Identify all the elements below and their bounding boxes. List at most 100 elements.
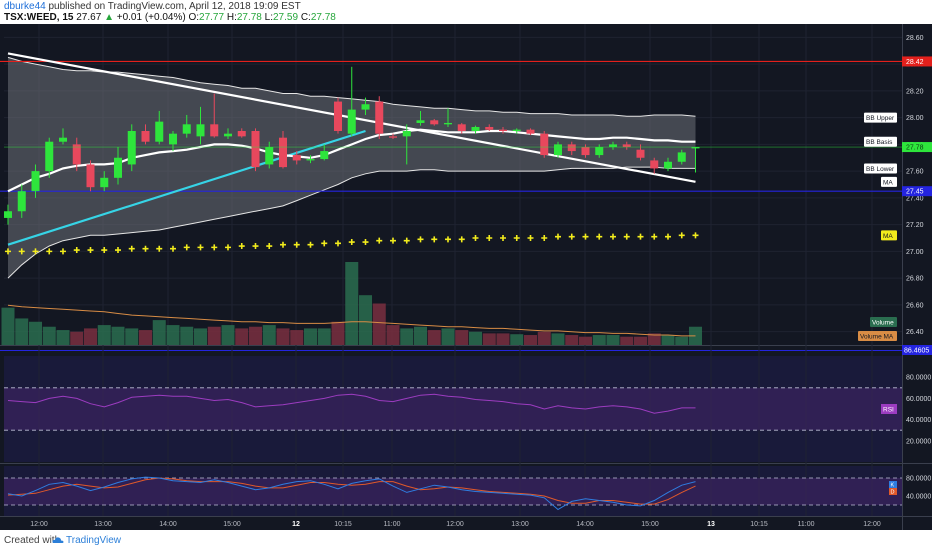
ma-cross-marker [486, 235, 493, 241]
ma-cross-marker [46, 248, 53, 255]
stoch-k-tag-bg [889, 481, 897, 488]
ma-cross-marker [128, 245, 135, 252]
candle-body [526, 129, 535, 134]
time-tick-label: 13:00 [94, 521, 112, 528]
volume-bar [400, 328, 414, 345]
volume-bar [1, 307, 15, 345]
publish-text: published on TradingView.com, April 12, … [48, 1, 301, 12]
ma-cross-marker [348, 239, 355, 246]
ma-dots-tag: MA [883, 233, 893, 240]
candle-body [100, 177, 109, 188]
price-tick-label: 27.40 [906, 195, 924, 202]
volume-bar [304, 328, 317, 345]
stoch-band [4, 478, 902, 505]
bb-basis-tag: BB Basis [866, 139, 893, 146]
candle-body [540, 133, 549, 156]
candle-body [402, 131, 411, 137]
resistance-price-label: 28.42 [906, 59, 924, 66]
close-value: 27.78 [310, 12, 336, 23]
candle-body [279, 137, 287, 168]
candle-body [45, 141, 54, 172]
candle-body [169, 133, 177, 145]
price-tick-label: 26.60 [906, 302, 924, 309]
volume-bar [249, 326, 262, 345]
ma-cross-marker [115, 247, 121, 254]
time-tick-label: 13:00 [511, 521, 529, 528]
ma-cross-marker [18, 248, 25, 255]
chart-header: dburke44 published on TradingView.com, A… [0, 0, 932, 24]
bb-upper-tag: BB Upper [866, 115, 895, 122]
candle-body [72, 144, 81, 165]
stoch-k-tag: K [891, 483, 895, 489]
volume-bar [152, 320, 166, 345]
ma-tag: MA [883, 179, 893, 186]
volume-bar [42, 326, 56, 345]
volume-ma-line [7, 304, 696, 337]
top-value-tag [902, 345, 932, 355]
ma-cross-marker [142, 245, 149, 252]
time-tick-label: 15:00 [641, 521, 659, 528]
bb-basis-tag-bg [864, 136, 897, 147]
candle-body [347, 109, 356, 134]
ma-cross-marker [225, 244, 231, 251]
candle-body [182, 124, 191, 134]
ma-cross-marker [500, 235, 506, 241]
stoch-k-line [7, 476, 696, 511]
top-value-label: 86.4605 [904, 348, 929, 355]
volume-bar [262, 325, 276, 345]
volume-bar [331, 321, 345, 345]
candle-body [361, 104, 370, 110]
volume-bar [180, 326, 194, 345]
bb-basis-line [7, 128, 696, 193]
volume-bar [551, 333, 565, 345]
ma-cross-marker [32, 248, 39, 255]
candle-body [127, 131, 136, 165]
tradingview-brand[interactable]: TradingView [66, 535, 122, 546]
volume-bar [510, 334, 524, 345]
candle-body [141, 131, 150, 142]
volume-bar [235, 328, 249, 345]
author-link[interactable]: dburke44 [4, 1, 46, 12]
ma-cross-marker [362, 239, 369, 246]
ma-cross-marker [376, 237, 383, 244]
ohlc-line: TSX:WEED, 15 27.67 ▲ +0.01 (+0.04%) O:27… [4, 12, 336, 23]
time-tick-label: 14:00 [576, 521, 594, 528]
ma-cross-marker [555, 233, 561, 240]
time-tick-label: 10:15 [334, 521, 352, 528]
candle-body [485, 126, 494, 130]
price-tick-label: 28.60 [906, 35, 924, 42]
volume-bar [455, 330, 469, 345]
candle-body [389, 136, 397, 138]
rsi-tick-label: 60.0000 [906, 396, 931, 403]
resistance-price-tag [902, 56, 932, 67]
time-tick-label: 12:00 [446, 521, 464, 528]
volume-bar [414, 326, 427, 345]
low-value: 27.59 [273, 12, 299, 23]
ma-cross-marker [73, 247, 80, 254]
rsi-band [4, 387, 902, 431]
time-tick-label: 10:15 [750, 521, 768, 528]
volume-bar [634, 336, 647, 345]
rsi-tag-bg [881, 404, 897, 414]
volume-bar [620, 336, 634, 345]
symbol-label: TSX:WEED, 15 [4, 12, 74, 23]
price-tick-label: 27.00 [906, 249, 924, 256]
last-price-tag [902, 142, 932, 153]
ma-cross-marker [472, 235, 479, 241]
ma-cross-marker [280, 241, 286, 248]
time-tick-label: 11:00 [798, 521, 815, 528]
volume-bar [496, 333, 510, 345]
candle-body [17, 191, 26, 212]
ma-cross-marker [390, 237, 396, 244]
ma-cross-marker [541, 235, 548, 241]
price-tick-label: 26.80 [906, 276, 924, 283]
candle-body [512, 129, 521, 131]
close-label: C: [300, 12, 311, 23]
volume-bar [524, 335, 537, 345]
rsi-tick-label: 80.0000 [906, 375, 931, 382]
candle-body [155, 121, 164, 142]
ma-cross-marker [266, 243, 273, 250]
ma-cross-marker [87, 247, 94, 254]
ma-cross-marker [678, 232, 685, 239]
